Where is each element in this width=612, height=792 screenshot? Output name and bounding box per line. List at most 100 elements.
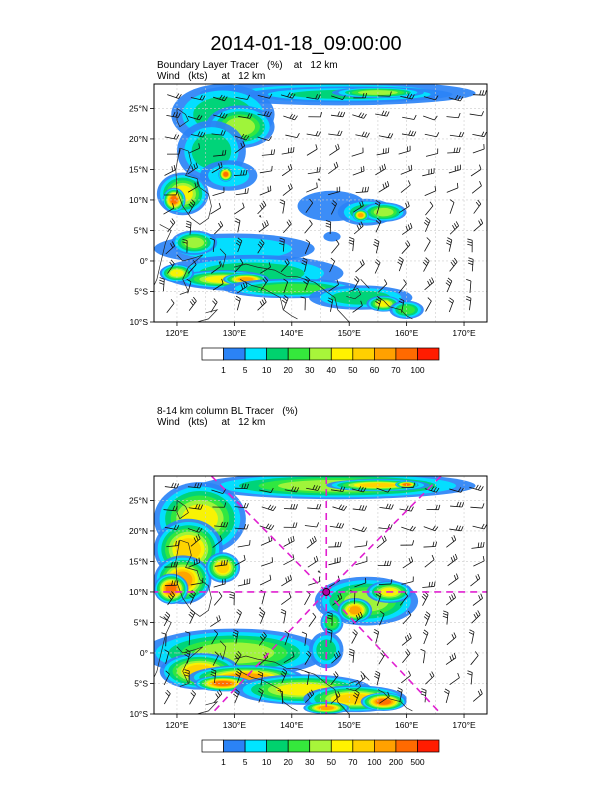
wind-barb — [186, 278, 192, 294]
wind-barb — [401, 525, 416, 532]
wind-barb — [283, 503, 298, 510]
wind-barb — [308, 111, 323, 118]
wind-barb — [259, 574, 272, 586]
colorbar-box — [244, 739, 267, 753]
wind-barb — [467, 670, 473, 685]
wind-barb — [377, 560, 392, 567]
wind-barb — [328, 186, 341, 196]
wind-barb — [280, 668, 288, 683]
wind-barb — [234, 218, 241, 233]
wind-barb — [305, 689, 315, 703]
coastline — [219, 248, 227, 269]
wind-barb — [448, 95, 464, 102]
wind-barb — [422, 629, 429, 645]
wind-barb — [282, 183, 293, 196]
wind-barb — [211, 161, 223, 174]
wind-barb — [304, 590, 311, 606]
wind-barbs — [161, 482, 487, 705]
wind-barb — [261, 504, 277, 512]
wind-barb — [401, 240, 411, 254]
wind-barb — [355, 259, 365, 273]
wind-barb — [164, 580, 179, 587]
wind-barb — [235, 668, 242, 683]
colorbar-label: 200 — [389, 757, 403, 767]
wind-barb — [467, 238, 473, 253]
wind-barb — [185, 220, 192, 235]
wind-barb — [471, 181, 482, 194]
coastlines — [154, 108, 413, 322]
wind-barb — [258, 688, 264, 703]
wind-barb — [469, 111, 484, 117]
colorbar-label: 70 — [348, 757, 358, 767]
wind-barb — [166, 540, 180, 548]
wind-barb — [281, 295, 289, 310]
wind-barb — [167, 591, 175, 606]
wind-barb — [308, 576, 321, 586]
wind-barb — [164, 134, 180, 140]
wind-barb — [190, 577, 204, 586]
trajectory-ray — [210, 476, 327, 593]
wind-barb — [229, 591, 235, 606]
wind-barb — [281, 146, 295, 155]
y-tick-label: 20°N — [129, 134, 148, 144]
colorbar-box — [266, 739, 289, 753]
wind-barb — [234, 133, 250, 141]
wind-barb — [189, 690, 196, 705]
panel1-title-line2: Wind (kts) at 12 km — [157, 71, 266, 82]
wind-barb — [165, 241, 176, 255]
wind-barb — [354, 540, 368, 548]
wind-barb — [235, 483, 249, 490]
tracer-contour — [323, 231, 341, 242]
wind-barb — [330, 111, 346, 118]
wind-barb — [210, 202, 222, 215]
wind-barb — [184, 631, 191, 646]
wind-barb — [184, 649, 191, 664]
wind-barb — [448, 573, 459, 586]
colorbar-label: 100 — [410, 365, 424, 375]
wind-barb — [164, 165, 176, 176]
wind-barb — [307, 555, 319, 568]
tracer-contour — [318, 705, 335, 710]
wind-barb — [402, 649, 411, 663]
wind-barb — [331, 95, 346, 100]
wind-barb — [353, 92, 368, 99]
wind-barb — [375, 295, 382, 311]
wind-barb — [447, 553, 458, 567]
wind-barb — [444, 688, 450, 704]
wind-barb — [233, 688, 240, 704]
wind-barb — [257, 671, 264, 686]
y-tick-label: 5°S — [134, 286, 148, 296]
wind-barb — [398, 145, 411, 155]
wind-barb — [449, 487, 464, 493]
wind-barb — [355, 556, 368, 566]
wind-barb — [352, 300, 363, 313]
wind-barb — [235, 94, 250, 100]
wind-barb — [351, 629, 358, 644]
wind-barb — [423, 611, 431, 626]
wind-barb — [425, 148, 439, 157]
wind-barb — [448, 164, 461, 174]
wind-barb — [472, 131, 487, 138]
wind-barb — [329, 522, 345, 529]
wind-barb — [401, 670, 411, 684]
wind-barb — [398, 279, 407, 294]
colorbar-box — [330, 347, 354, 361]
wind-barb — [355, 672, 366, 686]
wind-barb — [378, 650, 386, 665]
y-tick-label: 15°N — [129, 164, 148, 174]
panel2-title-line1: 8-14 km column BL Tracer (%) — [157, 406, 298, 417]
wind-barb — [400, 164, 413, 175]
wind-barb — [163, 689, 171, 705]
wind-barb — [258, 631, 267, 646]
wind-barb — [283, 535, 295, 547]
x-tick-label: 170°E — [452, 328, 476, 338]
wind-barb — [374, 670, 381, 686]
tracer-contour — [316, 639, 337, 661]
coastline — [317, 570, 321, 574]
coastline — [346, 287, 362, 300]
coastline — [175, 539, 212, 617]
wind-barb — [212, 502, 227, 508]
wind-barb — [301, 257, 308, 272]
wind-barb — [423, 115, 438, 121]
colorbar-box — [287, 739, 311, 753]
